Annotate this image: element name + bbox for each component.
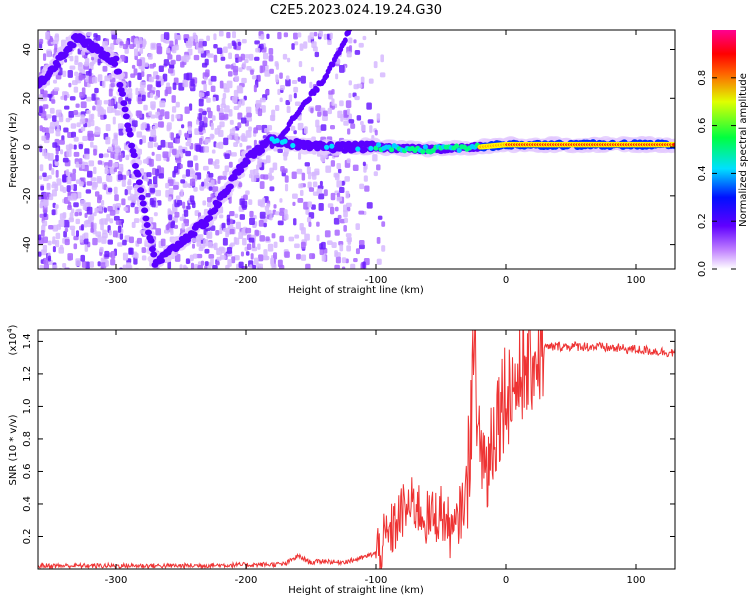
y-tick-label: 20 bbox=[22, 92, 33, 105]
y-tick-label: -40 bbox=[22, 236, 33, 252]
colorbar-tick-label: 0.8 bbox=[697, 70, 708, 86]
colorbar-ticks: 0.0 0.2 0.4 0.6 0.8 bbox=[697, 70, 736, 277]
spectrogram-frame bbox=[37, 29, 676, 270]
snr-background bbox=[38, 330, 675, 569]
spectrogram-xlabel: Height of straight line (km) bbox=[288, 285, 424, 296]
x-tick-label: -200 bbox=[235, 575, 258, 586]
y-tick-label: 0 bbox=[22, 144, 33, 150]
x-tick-label: 100 bbox=[626, 275, 645, 286]
y-tick-label: 1.4 bbox=[22, 333, 33, 349]
snr-ylabel: SNR (10 * v/v) bbox=[8, 414, 19, 485]
svg-text:(x104): (x104) bbox=[6, 324, 19, 355]
x-tick-label: -100 bbox=[365, 275, 388, 286]
x-tick-label: 0 bbox=[503, 275, 509, 286]
y-tick-label: 1.0 bbox=[22, 398, 33, 414]
snr-panel: -300 -200 -100 0 100 0.2 0.4 0.6 0.8 1.0 1.2 1.4 He… bbox=[6, 324, 676, 596]
x-tick-label: 0 bbox=[503, 575, 509, 586]
x-tick-label: -100 bbox=[365, 575, 388, 586]
snr-ticks: -300 -200 -100 0 100 0.2 0.4 0.6 0.8 1.0 1.2 1.4 bbox=[22, 330, 675, 586]
colorbar-tick-label: 0.0 bbox=[697, 261, 708, 277]
spectrogram-cells bbox=[38, 30, 675, 269]
y-tick-label: 40 bbox=[22, 43, 33, 56]
chart-title: C2E5.2023.024.19.24.G30 bbox=[270, 3, 442, 18]
colorbar-label: Normalized spectral amplitude bbox=[738, 73, 749, 227]
spectrogram-ylabel: Frequency (Hz) bbox=[8, 112, 19, 188]
colorbar-tick-label: 0.2 bbox=[697, 213, 708, 229]
colorbar-tick-label: 0.4 bbox=[697, 165, 708, 181]
colorbar-gradient bbox=[712, 30, 736, 269]
y-tick-label: 0.4 bbox=[22, 496, 33, 512]
y-tick-label: 1.2 bbox=[22, 366, 33, 382]
x-tick-label: -200 bbox=[235, 275, 258, 286]
colorbar: 0.0 0.2 0.4 0.6 0.8 Normalized spectral ampl… bbox=[697, 30, 749, 277]
snr-xlabel: Height of straight line (km) bbox=[288, 585, 424, 596]
y-tick-label: 0.2 bbox=[22, 529, 33, 545]
x-tick-label: 100 bbox=[626, 575, 645, 586]
colorbar-tick-label: 0.6 bbox=[697, 118, 708, 134]
y-tick-label: 0.8 bbox=[22, 431, 33, 447]
y-tick-label: 0.6 bbox=[22, 463, 33, 479]
snr-series-line bbox=[38, 330, 675, 569]
x-tick-label: -300 bbox=[105, 275, 128, 286]
snr-multiplier-exp: 4 bbox=[6, 328, 14, 333]
x-tick-label: -300 bbox=[105, 575, 128, 586]
y-tick-label: -20 bbox=[22, 188, 33, 204]
snr-frame bbox=[37, 329, 676, 570]
snr-multiplier: (x104) bbox=[6, 324, 19, 355]
snr-multiplier-base: (x10 bbox=[8, 333, 19, 356]
